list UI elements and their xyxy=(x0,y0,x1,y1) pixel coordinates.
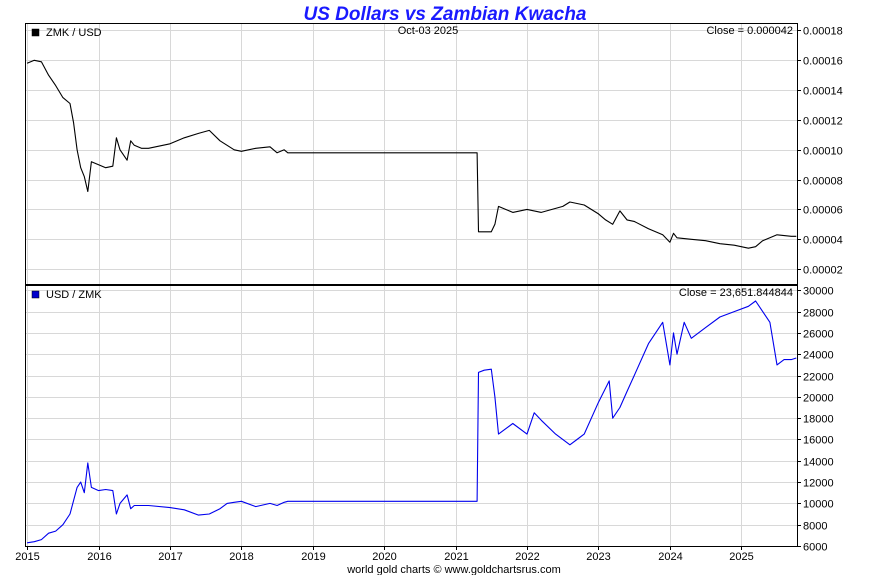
y-tick-label: 0.00014 xyxy=(803,86,843,98)
y-tick-label: 6000 xyxy=(803,542,827,554)
y-tick-label: 30000 xyxy=(803,286,834,298)
y-tick-label: 0.00008 xyxy=(803,176,843,188)
y-tick-label: 16000 xyxy=(803,435,834,447)
y-tick-label: 8000 xyxy=(803,521,827,533)
close-label: Close = 0.000042 xyxy=(706,25,793,37)
y-tick-label: 26000 xyxy=(803,329,834,341)
x-tick-label: 2019 xyxy=(301,551,325,563)
y-tick-label: 12000 xyxy=(803,478,834,490)
legend-label: ZMK / USD xyxy=(46,27,102,39)
y-tick-label: 0.00002 xyxy=(803,265,843,277)
legend-swatch xyxy=(31,28,40,37)
series-line xyxy=(26,59,797,249)
x-tick-label: 2021 xyxy=(444,551,468,563)
x-tick-label: 2022 xyxy=(515,551,539,563)
y-tick-label: 0.00004 xyxy=(803,235,843,247)
series-line xyxy=(27,300,797,544)
x-tick-label: 2015 xyxy=(15,551,39,563)
x-tick-label: 2020 xyxy=(372,551,396,563)
y-tick-label: 10000 xyxy=(803,499,834,511)
plot-frame xyxy=(25,285,798,547)
y-tick-label: 18000 xyxy=(803,414,834,426)
legend-swatch xyxy=(31,290,40,299)
y-tick-label: 14000 xyxy=(803,457,834,469)
panel-zmk-usd: 0.00002 0.00004 0.00006 0.00008 0.00010 0.000… xyxy=(25,23,843,285)
y-tick-label: 28000 xyxy=(803,308,834,320)
x-tick-label: 2016 xyxy=(87,551,111,563)
y-tick-label: 0.00016 xyxy=(803,56,843,68)
y-tick-label: 0.00018 xyxy=(803,26,843,38)
x-tick-label: 2018 xyxy=(229,551,253,563)
y-tick-label: 24000 xyxy=(803,350,834,362)
chart-title: US Dollars vs Zambian Kwacha xyxy=(304,4,587,25)
x-tick-label: 2024 xyxy=(658,551,682,563)
x-tick-label: 2025 xyxy=(729,551,753,563)
y-tick-label: 22000 xyxy=(803,372,834,384)
x-tick-label: 2017 xyxy=(158,551,182,563)
y-tick-label: 0.00012 xyxy=(803,116,843,128)
close-label: Close = 23,651.844844 xyxy=(679,287,793,299)
x-axis: 2015 2016 2017 2018 2019 2020 2021 2022 2023 2024… xyxy=(15,546,754,563)
legend-label: USD / ZMK xyxy=(46,289,102,301)
plot-frame xyxy=(25,23,798,285)
date-label: Oct-03 2025 xyxy=(398,25,459,37)
y-tick-label: 0.00010 xyxy=(803,146,843,158)
footer-credit: world gold charts © www.goldchartsrus.co… xyxy=(346,564,561,575)
x-tick-label: 2023 xyxy=(586,551,610,563)
y-tick-label: 0.00006 xyxy=(803,205,843,217)
y-tick-label: 20000 xyxy=(803,393,834,405)
panel-usd-zmk: 6000 8000 10000 12000 14000 16000 18000 20000 22… xyxy=(25,285,834,554)
